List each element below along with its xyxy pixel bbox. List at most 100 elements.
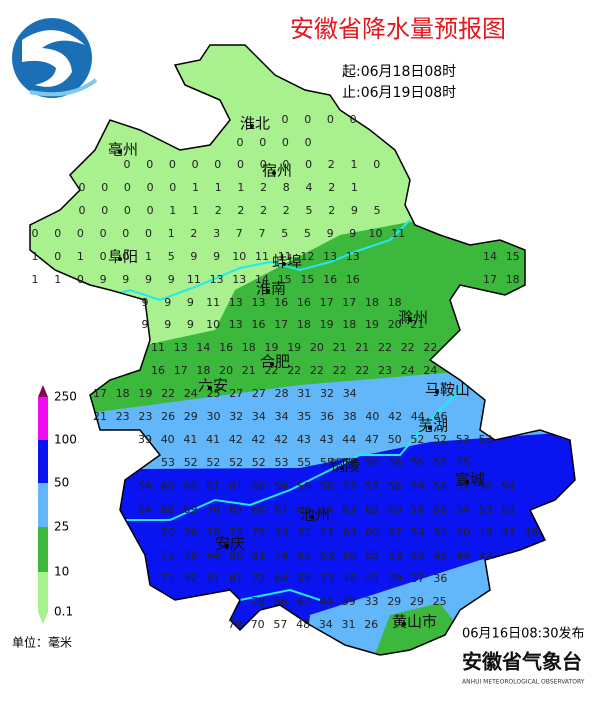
grid-value: 86 bbox=[229, 549, 243, 562]
grid-value: 60 bbox=[161, 480, 175, 493]
grid-value: 44 bbox=[319, 595, 333, 608]
unit: 单位：毫米 bbox=[12, 635, 72, 650]
grid-value: 67 bbox=[320, 526, 334, 539]
grid-value: 24 bbox=[184, 387, 198, 400]
grid-value: 36 bbox=[433, 572, 447, 585]
grid-value: 9 bbox=[213, 250, 220, 263]
grid-value: 74 bbox=[275, 549, 289, 562]
legend-swatch bbox=[38, 572, 48, 612]
grid-value: 41 bbox=[206, 433, 220, 446]
logo bbox=[12, 18, 98, 98]
grid-value: 5 bbox=[306, 204, 313, 217]
grid-value: 16 bbox=[219, 341, 233, 354]
grid-value: 63 bbox=[342, 503, 356, 516]
grid-value: 67 bbox=[274, 503, 288, 516]
grid-value: 13 bbox=[232, 273, 246, 286]
grid-value: 33 bbox=[365, 595, 379, 608]
grid-value: 21 bbox=[333, 341, 347, 354]
grid-value: 59 bbox=[138, 480, 152, 493]
grid-value: 70 bbox=[251, 618, 265, 631]
grid-value: 55 bbox=[456, 456, 470, 469]
legend-label: 25 bbox=[54, 520, 69, 534]
value-grid: 0 0 0 00 0 0 00 0 0 0 0 0 0 0 0 2 1 00 0 0 0 0 1 1 1 2 8 4 2 10 0 0 0 1 1 2… bbox=[32, 113, 539, 631]
grid-value: 9 bbox=[190, 250, 197, 263]
grid-value: 53 bbox=[501, 503, 515, 516]
city-label: 宿州 bbox=[262, 162, 292, 180]
grid-value: 7 bbox=[259, 227, 266, 240]
grid-value: 13 bbox=[346, 250, 360, 263]
grid-value: 32 bbox=[320, 387, 334, 400]
grid-value: 40 bbox=[365, 410, 379, 423]
grid-value: 18 bbox=[342, 318, 356, 331]
grid-value: 1 bbox=[351, 181, 358, 194]
grid-value: 52 bbox=[252, 456, 266, 469]
grid-value: 9 bbox=[164, 296, 171, 309]
grid-value: 70 bbox=[206, 503, 220, 516]
grid-value: 0 bbox=[124, 181, 131, 194]
grid-value: 29 bbox=[410, 595, 424, 608]
grid-value: 26 bbox=[364, 618, 378, 631]
grid-value: 53 bbox=[433, 526, 447, 539]
grid-value: 1 bbox=[192, 204, 199, 217]
grid-value: 64 bbox=[320, 503, 334, 516]
grid-value: 78 bbox=[229, 526, 243, 539]
grid-value: 14 bbox=[196, 341, 210, 354]
grid-value: 25 bbox=[433, 595, 447, 608]
grid-value: 84 bbox=[206, 549, 220, 562]
grid-value: 5 bbox=[168, 250, 175, 263]
legend-label: 250 bbox=[54, 390, 77, 404]
grid-value: 1 bbox=[145, 250, 152, 263]
grid-value: 18 bbox=[196, 364, 210, 377]
city-label: 六安 bbox=[198, 377, 228, 395]
grid-value: 21 bbox=[242, 364, 256, 377]
grid-value: 17 bbox=[483, 273, 497, 286]
grid-value: 22 bbox=[161, 387, 175, 400]
grid-value: 0 bbox=[282, 113, 289, 126]
grid-value: 43 bbox=[297, 433, 311, 446]
grid-value: 38 bbox=[343, 410, 357, 423]
grid-value: 39 bbox=[138, 433, 152, 446]
grid-value: 39 bbox=[388, 572, 402, 585]
grid-value: 15 bbox=[278, 273, 292, 286]
grid-value: 53 bbox=[479, 503, 493, 516]
grid-value: 55 bbox=[297, 456, 311, 469]
grid-value: 52 bbox=[229, 456, 243, 469]
grid-value: 44 bbox=[411, 410, 425, 423]
grid-value: 2 bbox=[328, 204, 335, 217]
grid-value: 0 bbox=[260, 158, 267, 171]
grid-value: 61 bbox=[206, 480, 220, 493]
legend-label: 100 bbox=[54, 433, 77, 447]
grid-value: 22 bbox=[265, 364, 279, 377]
grid-value: 58 bbox=[433, 480, 447, 493]
grid-value: 2 bbox=[237, 204, 244, 217]
grid-value: 9 bbox=[187, 296, 194, 309]
grid-value: 40 bbox=[161, 433, 175, 446]
grid-value: 9 bbox=[349, 227, 356, 240]
grid-value: 48 bbox=[343, 572, 357, 585]
grid-value: 9 bbox=[142, 296, 149, 309]
org-english: ANHUI METEOROLOGICAL OBSERVATORY bbox=[462, 679, 585, 686]
grid-value: 19 bbox=[287, 341, 301, 354]
grid-value: 78 bbox=[184, 549, 198, 562]
start-time: 起:06月18日08时 bbox=[342, 64, 456, 80]
grid-value: 60 bbox=[343, 549, 357, 562]
grid-value: 58 bbox=[388, 480, 402, 493]
grid-value: 11 bbox=[278, 250, 292, 263]
grid-value: 10 bbox=[232, 250, 246, 263]
grid-value: 19 bbox=[365, 318, 379, 331]
grid-value: 14 bbox=[483, 250, 497, 263]
grid-value: 29 bbox=[184, 410, 198, 423]
grid-value: 0 bbox=[146, 158, 153, 171]
grid-value: 44 bbox=[456, 549, 470, 562]
grid-value: 21 bbox=[410, 318, 424, 331]
grid-value: 68 bbox=[161, 503, 175, 516]
grid-value: 56 bbox=[365, 456, 379, 469]
city-dot bbox=[282, 262, 286, 266]
grid-value: 29 bbox=[387, 595, 401, 608]
grid-value: 25 bbox=[207, 387, 221, 400]
grid-value: 0 bbox=[304, 113, 311, 126]
grid-value: 2 bbox=[283, 204, 290, 217]
grid-value: 17 bbox=[274, 318, 288, 331]
grid-value: 55 bbox=[365, 549, 379, 562]
grid-value: 28 bbox=[275, 387, 289, 400]
